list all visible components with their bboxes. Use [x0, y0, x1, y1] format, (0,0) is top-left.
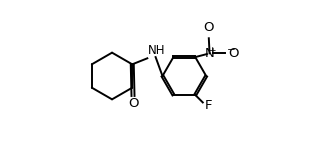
Text: +: + — [208, 45, 216, 55]
Text: F: F — [205, 99, 213, 112]
Text: NH: NH — [148, 44, 166, 57]
Text: N: N — [205, 47, 215, 60]
Text: O: O — [128, 97, 138, 111]
Text: O: O — [204, 21, 214, 34]
Text: −: − — [227, 45, 236, 55]
Text: O: O — [228, 47, 239, 60]
